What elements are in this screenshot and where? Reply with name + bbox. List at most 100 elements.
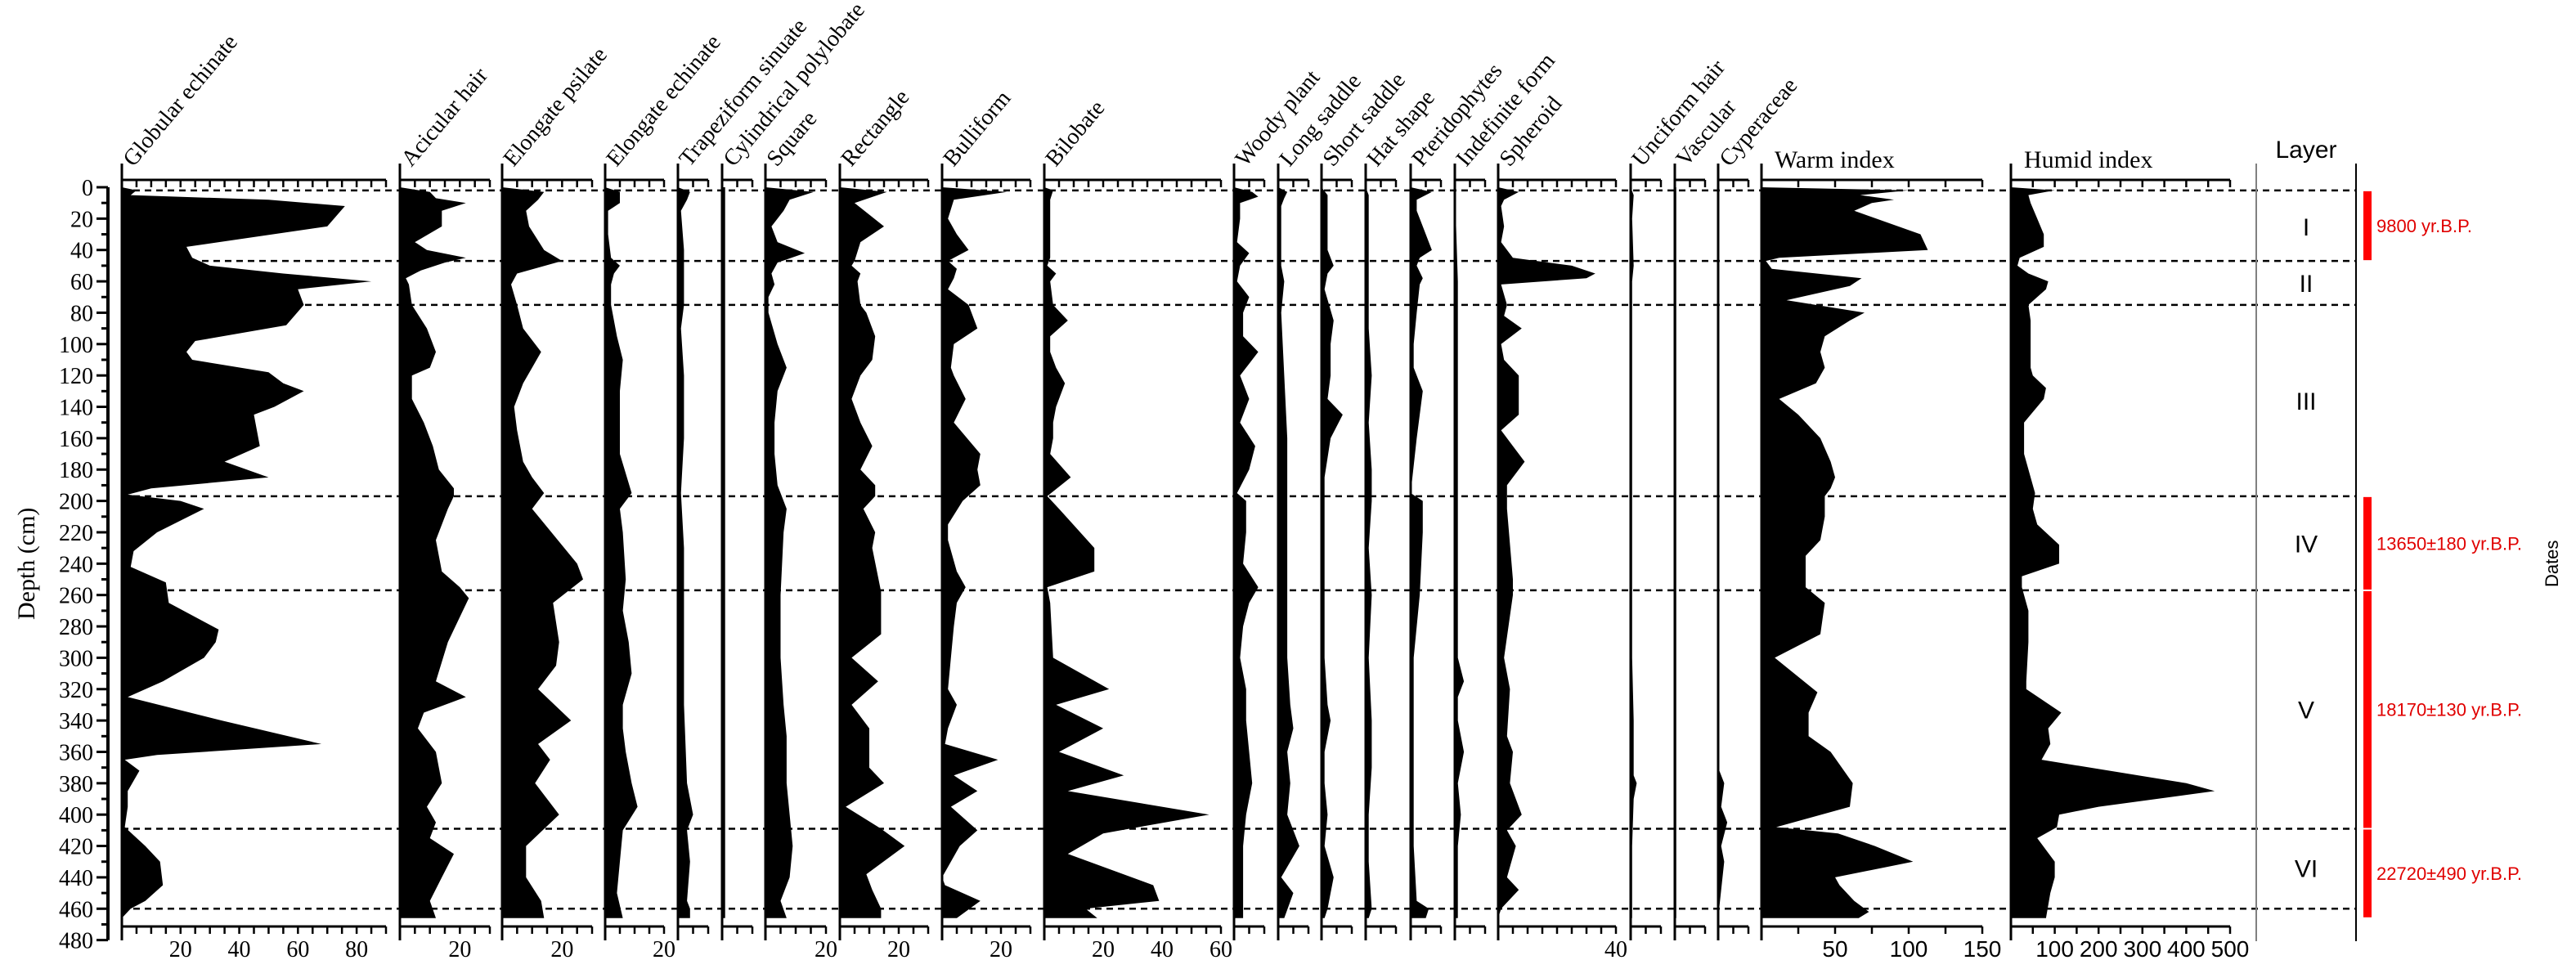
layer-label: III xyxy=(2296,388,2316,415)
panel-tick-label: 400 xyxy=(2167,936,2206,960)
series-area xyxy=(678,187,693,918)
series-area xyxy=(122,187,372,918)
panel-tick-label: 20 xyxy=(448,937,471,960)
layer-label: IV xyxy=(2295,531,2318,558)
series-area xyxy=(400,187,469,918)
depth-tick-label: 140 xyxy=(59,396,93,421)
depth-tick-label: 20 xyxy=(70,207,93,232)
series-panel: 50 100 150 Warm index xyxy=(1760,146,2002,960)
panel-tick-label: 60 xyxy=(1209,937,1232,960)
date-label: 18170±130 yr.B.P. xyxy=(2376,700,2522,720)
series-area xyxy=(2011,187,2215,918)
panel-title: Bulliform xyxy=(939,86,1016,172)
series-panel: 20 Acicular hair xyxy=(397,63,494,960)
series-area xyxy=(605,187,638,918)
layer-label: V xyxy=(2298,698,2314,724)
depth-tick-label: 260 xyxy=(59,584,93,609)
depth-tick-label: 240 xyxy=(59,552,93,577)
series-area xyxy=(1631,187,1637,918)
date-label: 9800 yr.B.P. xyxy=(2376,216,2472,236)
series-area xyxy=(1498,187,1595,918)
depth-tick-label: 60 xyxy=(70,270,93,295)
panel-title: Globular echinate xyxy=(119,30,243,172)
series-panel: Hat shape xyxy=(1362,85,1440,940)
date-label: 13650±180 yr.B.P. xyxy=(2376,533,2522,554)
depth-tick-label: 360 xyxy=(59,740,93,765)
panel-tick-label: 20 xyxy=(169,937,192,960)
panel-tick-label: 20 xyxy=(1092,937,1115,960)
panel-title: Elongate psilate xyxy=(499,43,613,172)
panel-tick-label: 40 xyxy=(228,937,251,960)
panel-tick-label: 60 xyxy=(286,937,309,960)
panel-tick-label: 100 xyxy=(2035,936,2074,960)
date-range-bar xyxy=(2363,829,2372,917)
panel-tick-label: 100 xyxy=(1890,936,1928,960)
depth-tick-label: 40 xyxy=(70,239,93,264)
depth-tick-label: 160 xyxy=(59,427,93,452)
series-panel: 20 40 60 80 Globular echinate xyxy=(119,30,388,960)
depth-tick-label: 180 xyxy=(59,458,93,483)
series-panel: 20 Elongate psilate xyxy=(499,43,613,960)
series-area xyxy=(502,187,583,918)
series-area xyxy=(942,187,1008,918)
layer-label: II xyxy=(2300,271,2313,298)
depth-axis: 0 20 40 60 80 100 120 140 160 180 200 220 240 260 280 3… xyxy=(59,176,110,954)
panel-title: Acicular hair xyxy=(397,63,494,172)
panel-tick-label: 80 xyxy=(345,937,368,960)
panel-tick-label: 200 xyxy=(2080,936,2118,960)
series-area xyxy=(1044,187,1209,918)
depth-tick-label: 280 xyxy=(59,615,93,640)
depth-tick-label: 320 xyxy=(59,678,93,703)
series-area xyxy=(1322,187,1343,918)
series-panel: 100 200 300 400 500 Humid index xyxy=(2009,146,2249,960)
panel-title: Rectangle xyxy=(837,85,915,172)
series-area xyxy=(1455,187,1465,918)
series-panel: Unciform hair xyxy=(1627,55,1730,940)
panel-tick-label: 40 xyxy=(1151,937,1174,960)
series-area xyxy=(1718,187,1728,918)
depth-tick-label: 220 xyxy=(59,521,93,546)
depth-tick-label: 300 xyxy=(59,646,93,671)
panel-tick-label: 20 xyxy=(887,937,910,960)
depth-tick-label: 380 xyxy=(59,772,93,797)
panel-tick-label: 40 xyxy=(1604,937,1627,960)
depth-tick-label: 120 xyxy=(59,364,93,389)
panel-tick-label: 50 xyxy=(1822,936,1847,960)
panel-tick-label: 20 xyxy=(653,937,675,960)
series-panels: 20 40 60 80 Globular echinate 20 Acicular hair… xyxy=(119,0,2250,960)
date-label: 22720±490 yr.B.P. xyxy=(2376,864,2522,884)
depth-tick-label: 400 xyxy=(59,803,93,828)
depth-tick-label: 420 xyxy=(59,835,93,860)
date-range-bar xyxy=(2363,590,2372,828)
panel-tick-label: 300 xyxy=(2123,936,2161,960)
series-panel: 20 40 60 Bilobate xyxy=(1041,96,1232,960)
depth-tick-label: 480 xyxy=(59,929,93,954)
series-panel: Vascular xyxy=(1672,94,1742,940)
dates-column: Dates 9800 yr.B.P. 13650±180 yr.B.P. 18170… xyxy=(2363,191,2562,917)
layer-label: I xyxy=(2303,214,2309,241)
series-area xyxy=(1761,187,1928,918)
series-panel: Short saddle xyxy=(1318,68,1411,940)
dates-column-title: Dates xyxy=(2542,541,2562,587)
panel-tick-label: 20 xyxy=(550,937,573,960)
series-area xyxy=(1278,187,1299,918)
depth-axis-label: Depth (cm) xyxy=(13,508,40,620)
panel-tick-label: 20 xyxy=(990,937,1012,960)
date-range-bar xyxy=(2363,191,2372,261)
layer-column-title: Layer xyxy=(2275,137,2336,164)
depth-tick-label: 340 xyxy=(59,709,93,734)
series-area xyxy=(765,187,815,918)
depth-tick-label: 200 xyxy=(59,490,93,515)
date-range-bar xyxy=(2363,496,2372,590)
panel-tick-label: 20 xyxy=(815,937,837,960)
panel-title: Warm index xyxy=(1775,146,1895,173)
depth-tick-label: 0 xyxy=(82,176,93,201)
depth-tick-label: 440 xyxy=(59,866,93,891)
series-area xyxy=(1366,187,1372,918)
panel-tick-label: 150 xyxy=(1963,936,2002,960)
